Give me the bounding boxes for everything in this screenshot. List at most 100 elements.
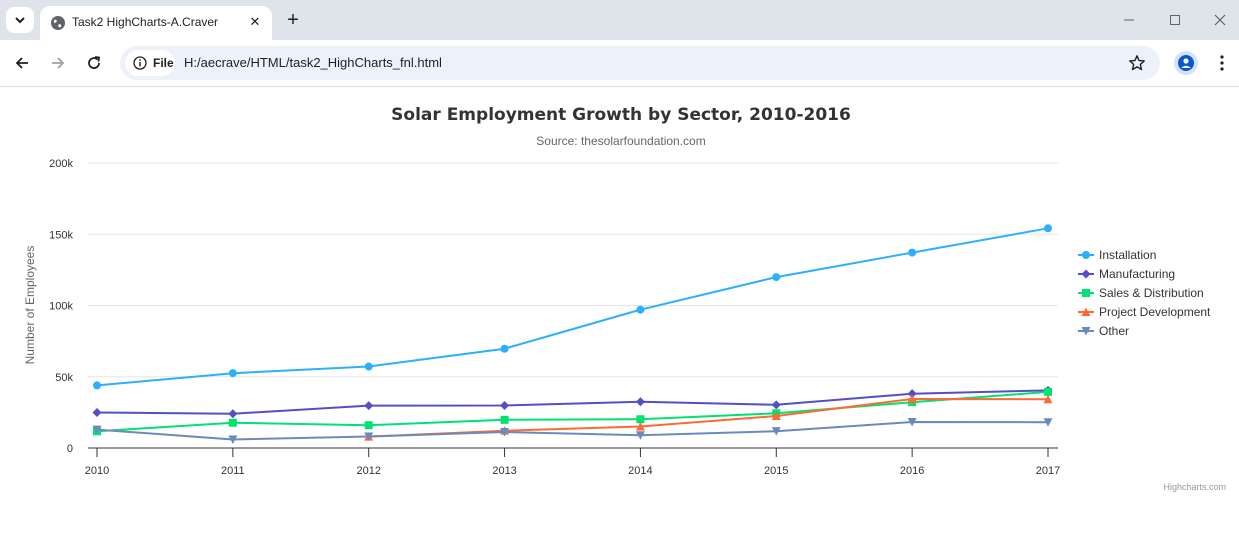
legend-symbol [1082, 251, 1090, 259]
tab-search-button[interactable] [6, 7, 34, 33]
person-icon [1178, 55, 1194, 71]
data-point-other [1043, 418, 1053, 427]
tab-strip: Task2 HighCharts-A.Craver ✕ + [0, 0, 1239, 40]
data-point-installation [228, 369, 237, 378]
browser-toolbar: File H:/aecrave/HTML/task2_HighCharts_fn… [0, 40, 1239, 87]
maximize-icon[interactable] [1165, 10, 1185, 30]
data-point-installation [772, 273, 781, 282]
y-axis-ticks: 0 50k 100k 150k 200k [49, 158, 73, 455]
series-other [92, 417, 1053, 445]
info-icon [133, 56, 147, 70]
more-vert-icon [1220, 55, 1224, 71]
legend-label: Manufacturing [1099, 267, 1175, 281]
browser-menu-button[interactable] [1210, 51, 1234, 75]
x-tick-label: 2013 [492, 465, 516, 477]
data-point-other [635, 431, 645, 440]
y-tick-label: 100k [49, 301, 73, 313]
legend-item-manufacturing[interactable]: Manufacturing [1078, 267, 1175, 281]
data-point-project-development [771, 411, 781, 421]
line-chart: Solar Employment Growth by Sector, 2010-… [23, 105, 1226, 492]
back-button[interactable] [10, 51, 34, 75]
legend-item-project-development[interactable]: Project Development [1078, 305, 1211, 319]
data-point-sales-distribution [228, 418, 237, 427]
data-point-installation [1044, 224, 1052, 233]
legend-item-sales-distribution[interactable]: Sales & Distribution [1078, 286, 1204, 300]
x-tick-label: 2011 [221, 465, 245, 477]
profile-avatar[interactable] [1174, 51, 1198, 75]
site-chip-label: File [153, 56, 174, 70]
legend-symbol [1081, 327, 1091, 336]
new-tab-button[interactable]: + [287, 9, 299, 31]
data-point-other [92, 425, 102, 435]
data-point-other [228, 435, 238, 445]
url-text[interactable]: H:/aecrave/HTML/task2_HighCharts_fnl.htm… [184, 55, 442, 70]
series-line-manufacturing [96, 389, 1049, 415]
arrow-right-icon [52, 57, 65, 69]
data-point-installation [364, 362, 373, 371]
legend-item-other[interactable]: Other [1078, 324, 1129, 338]
data-point-project-development [635, 421, 645, 431]
legend-item-installation[interactable]: Installation [1078, 248, 1156, 262]
forward-button[interactable] [46, 51, 70, 75]
data-point-installation [908, 248, 917, 257]
data-point-installation [93, 381, 101, 390]
legend-label: Sales & Distribution [1099, 286, 1204, 300]
series-installation [93, 224, 1052, 390]
data-point-sales-distribution [1044, 387, 1052, 396]
x-tick-label: 2010 [85, 465, 109, 477]
globe-icon [51, 16, 65, 30]
x-tick-label: 2016 [900, 465, 924, 477]
highcharts-credits[interactable]: Highcharts.com [1163, 482, 1226, 492]
data-point-sales-distribution [364, 421, 373, 430]
series-line-installation [96, 227, 1049, 387]
bookmark-star-icon[interactable] [1128, 54, 1146, 72]
x-tick-label: 2012 [356, 465, 380, 477]
data-point-other [500, 427, 510, 437]
data-point-other [771, 427, 781, 436]
x-tick-label: 2017 [1036, 465, 1060, 477]
close-tab-icon[interactable]: ✕ [249, 14, 261, 29]
data-point-manufacturing [364, 401, 374, 411]
chevron-down-icon [15, 17, 25, 24]
legend-label: Project Development [1099, 305, 1211, 319]
y-tick-label: 50k [55, 372, 73, 384]
data-point-sales-distribution [636, 415, 645, 424]
chart-container: Solar Employment Growth by Sector, 2010-… [0, 87, 1239, 551]
series-manufacturing [92, 385, 1053, 419]
data-point-installation [636, 305, 645, 314]
data-point-project-development [907, 394, 917, 403]
y-tick-label: 0 [67, 443, 73, 455]
data-point-manufacturing [635, 397, 645, 407]
data-point-manufacturing [907, 389, 917, 399]
data-point-project-development [1043, 394, 1053, 404]
legend-symbol [1082, 289, 1090, 297]
y-axis-label: Number of Employees [23, 246, 37, 365]
tab-title: Task2 HighCharts-A.Craver [72, 15, 219, 29]
data-point-sales-distribution [500, 415, 509, 424]
legend-label: Other [1099, 324, 1129, 338]
close-window-icon[interactable] [1210, 10, 1230, 30]
data-point-other [907, 417, 917, 427]
data-point-manufacturing [228, 409, 238, 419]
series-group [92, 224, 1053, 445]
data-point-manufacturing [500, 400, 510, 410]
minimize-icon[interactable] [1119, 10, 1139, 30]
legend-symbol [1081, 307, 1091, 316]
arrow-left-icon [15, 57, 28, 69]
site-info-chip[interactable]: File [125, 50, 175, 76]
legend-label: Installation [1099, 248, 1156, 262]
browser-tab[interactable]: Task2 HighCharts-A.Craver ✕ [40, 6, 272, 40]
y-tick-label: 150k [49, 229, 73, 241]
data-point-manufacturing [92, 407, 102, 417]
y-tick-label: 200k [49, 158, 73, 170]
address-bar[interactable]: File H:/aecrave/HTML/task2_HighCharts_fn… [120, 46, 1160, 80]
data-point-installation [500, 344, 509, 353]
reload-icon [88, 56, 101, 69]
reload-button[interactable] [82, 51, 106, 75]
series-line-sales-distribution [96, 390, 1049, 433]
x-axis: 2010 2011 2012 2013 2014 2015 2016 2017 [85, 447, 1060, 477]
data-point-other [364, 432, 374, 441]
grid-lines [88, 162, 1058, 378]
x-tick-label: 2015 [764, 465, 788, 477]
x-tick-label: 2014 [628, 465, 652, 477]
